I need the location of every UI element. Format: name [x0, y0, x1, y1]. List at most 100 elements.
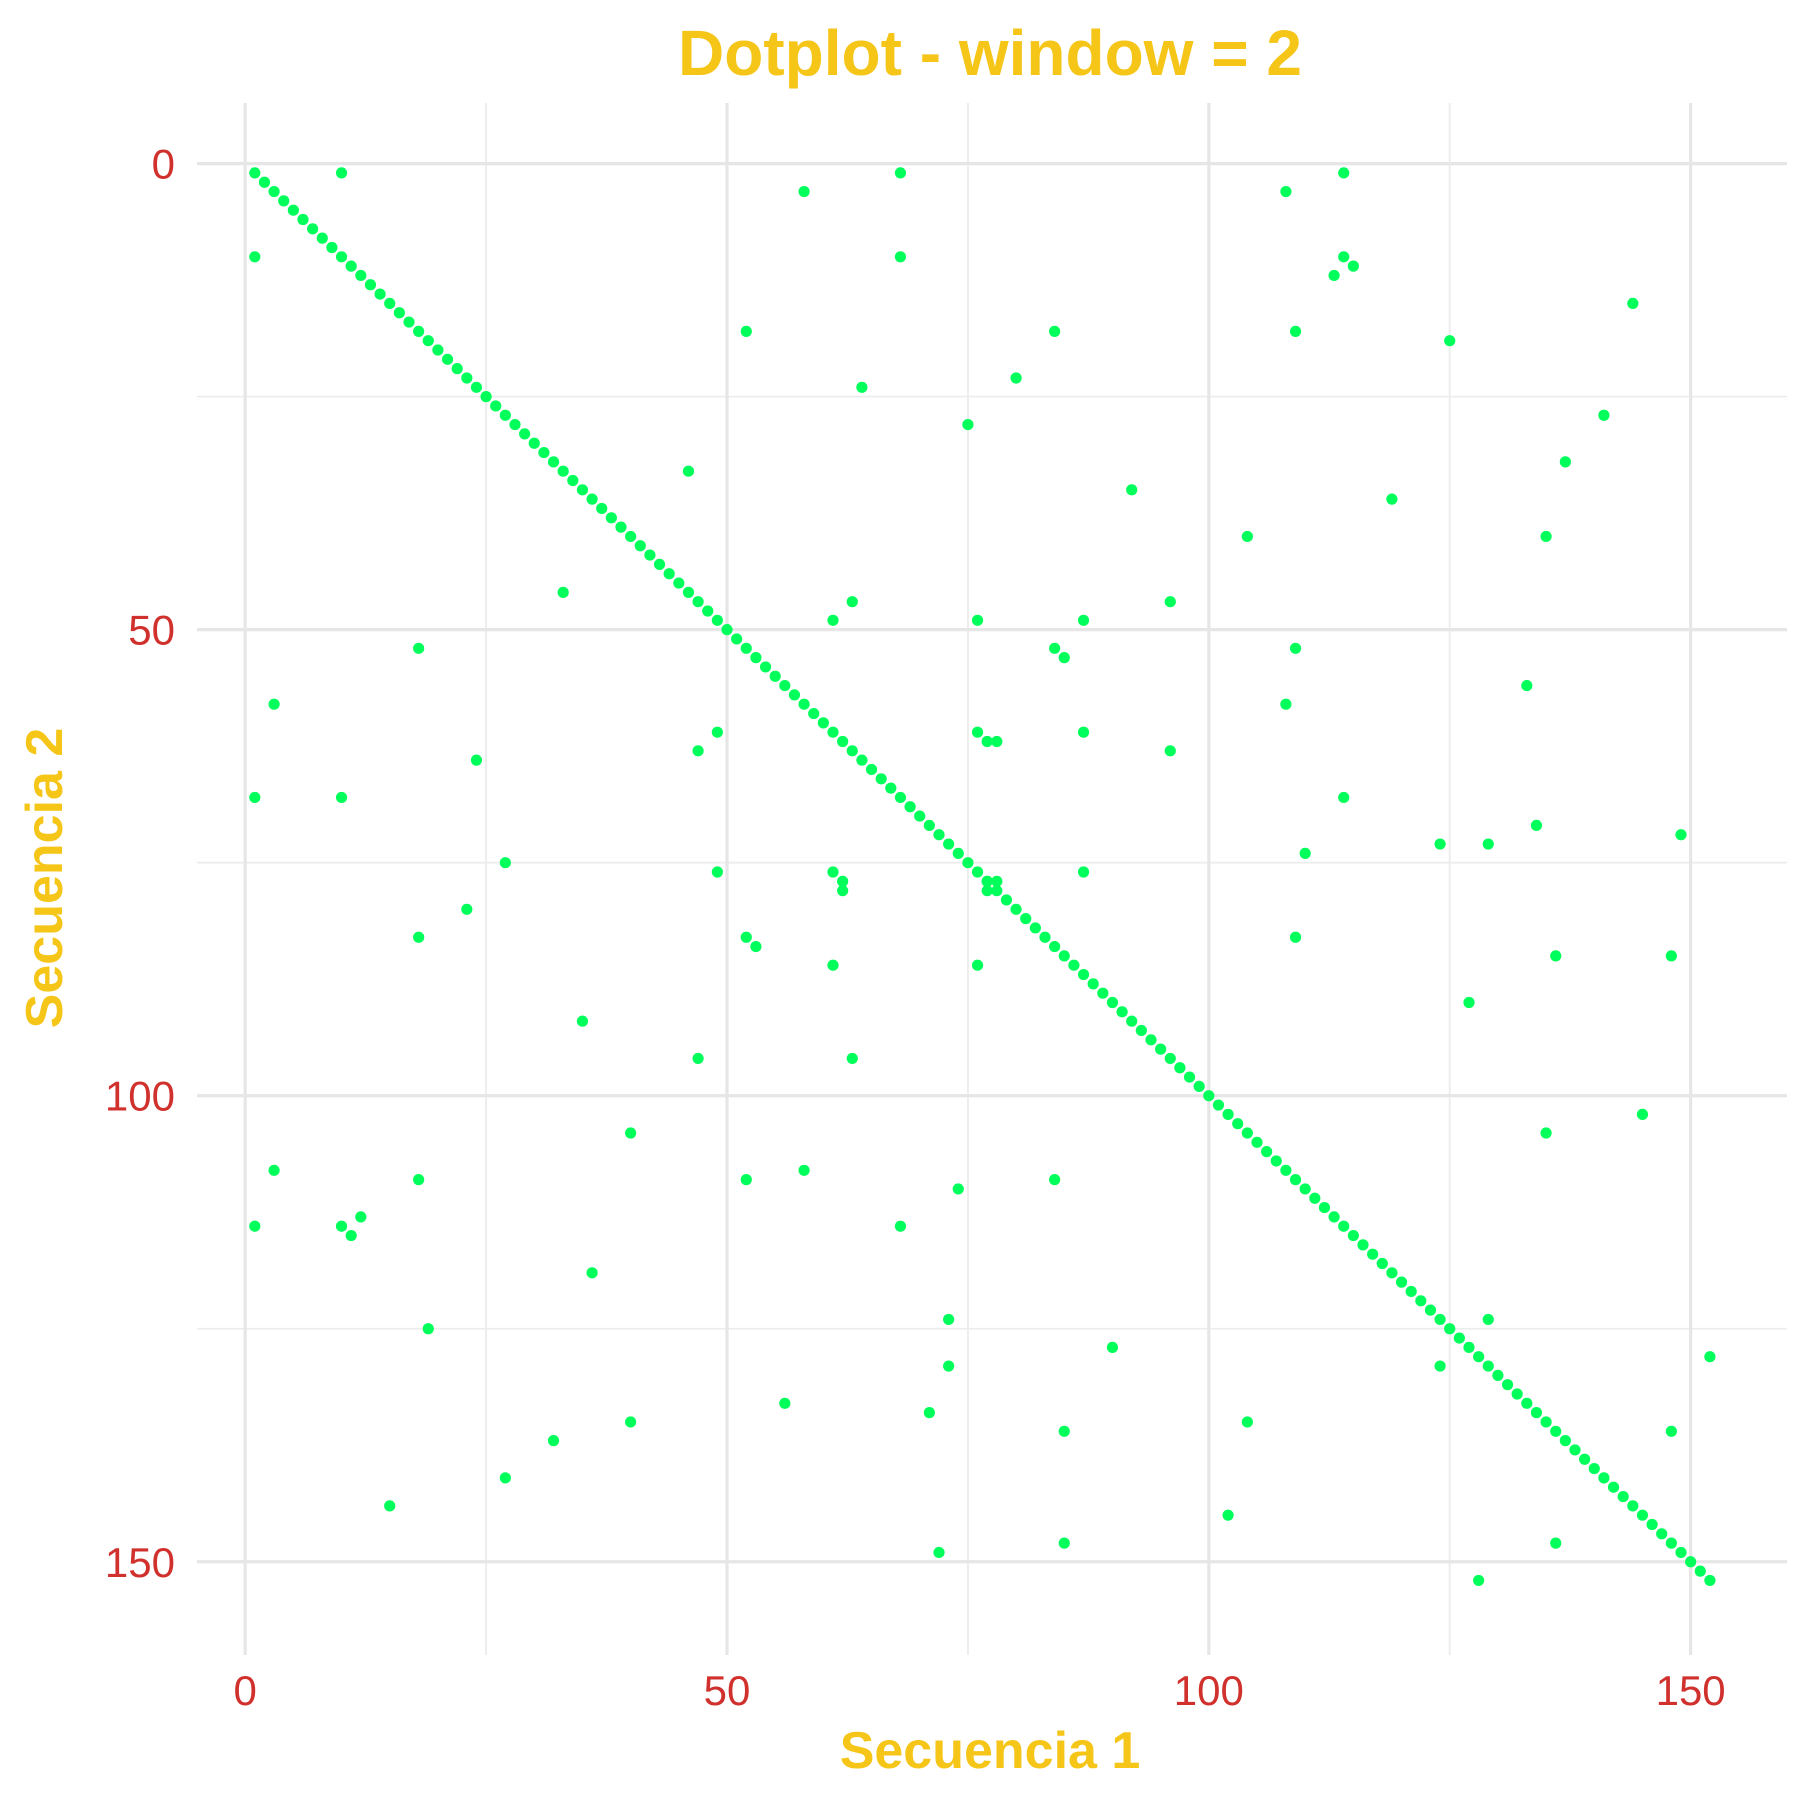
data-point: [1010, 372, 1022, 384]
data-point: [798, 185, 810, 198]
data-point: [1212, 1099, 1225, 1111]
data-point: [249, 791, 261, 804]
data-point: [1579, 1453, 1591, 1465]
data-point: [894, 1220, 907, 1232]
data-point: [1444, 335, 1456, 347]
data-point: [1251, 1136, 1263, 1148]
data-point: [1106, 1341, 1119, 1353]
data-point: [335, 167, 348, 179]
data-point: [875, 773, 887, 785]
data-point: [1049, 642, 1061, 654]
data-point: [750, 940, 762, 953]
data-point: [1106, 996, 1119, 1009]
data-point: [1550, 950, 1562, 962]
data-point: [1155, 1043, 1167, 1055]
data-point: [1598, 1472, 1610, 1484]
data-point: [808, 707, 820, 720]
data-point: [316, 232, 328, 244]
data-point: [605, 512, 617, 524]
data-point: [1000, 894, 1013, 906]
data-point: [374, 288, 386, 300]
data-point: [981, 735, 993, 748]
x-tick-label: 0: [234, 1667, 257, 1714]
data-point: [1598, 409, 1610, 421]
data-point: [991, 875, 1003, 887]
data-point: [364, 279, 377, 291]
data-point: [1174, 1062, 1186, 1074]
data-point: [1222, 1509, 1234, 1521]
data-point: [827, 614, 839, 626]
data-point: [1338, 1220, 1350, 1232]
data-point: [596, 502, 608, 515]
data-point: [1473, 1574, 1485, 1587]
data-point: [923, 819, 935, 832]
data-point: [1473, 1351, 1485, 1363]
data-point: [335, 1220, 348, 1232]
data-point: [1627, 1500, 1639, 1512]
data-point: [1386, 1267, 1398, 1279]
data-point: [1617, 1490, 1629, 1503]
data-point: [981, 875, 993, 887]
data-point: [1299, 1183, 1311, 1195]
data-point: [837, 885, 849, 897]
data-point: [1039, 931, 1051, 943]
data-point: [692, 596, 704, 608]
data-point: [249, 251, 261, 263]
data-point: [981, 885, 993, 897]
data-point: [1434, 838, 1446, 850]
data-point: [625, 1416, 637, 1428]
x-tick-label: 100: [1174, 1667, 1244, 1714]
data-point: [1135, 1024, 1147, 1037]
data-point: [413, 931, 425, 943]
data-point: [798, 698, 810, 710]
data-point: [258, 176, 271, 188]
data-point: [1540, 1416, 1552, 1428]
data-point: [547, 1435, 560, 1447]
data-point: [1338, 167, 1350, 179]
data-point: [943, 1313, 955, 1326]
data-point: [335, 251, 348, 263]
data-point: [846, 1052, 858, 1065]
tick-labels: 0 50 100 150 0 50 100 150: [105, 141, 1726, 1714]
data-point: [682, 586, 695, 598]
data-point: [914, 810, 926, 822]
data-point: [971, 726, 984, 738]
data-point: [952, 847, 964, 859]
data-point: [1280, 698, 1292, 710]
data-point: [971, 866, 984, 878]
data-points: [249, 167, 1716, 1587]
data-point: [923, 1407, 935, 1419]
data-point: [287, 204, 299, 216]
data-point: [1357, 1239, 1369, 1251]
data-point: [1367, 1248, 1379, 1260]
data-point: [1077, 726, 1090, 738]
data-point: [759, 661, 772, 673]
data-point: [1241, 530, 1253, 543]
data-point: [721, 624, 733, 636]
data-point: [1318, 1201, 1331, 1214]
x-tick-label: 150: [1656, 1667, 1726, 1714]
data-point: [1049, 325, 1061, 337]
data-point: [1338, 791, 1350, 804]
data-point: [740, 931, 752, 943]
data-point: [557, 465, 569, 477]
data-point: [268, 698, 280, 710]
data-point: [1058, 1537, 1070, 1549]
data-point: [1415, 1295, 1427, 1307]
data-point: [538, 446, 550, 459]
data-point: [1521, 1397, 1533, 1409]
data-point: [1511, 1388, 1523, 1400]
data-point: [470, 381, 483, 393]
data-point: [1540, 530, 1552, 543]
data-point: [1530, 819, 1543, 832]
data-point: [1077, 968, 1090, 981]
data-point: [268, 1164, 280, 1176]
data-point: [1203, 1090, 1215, 1102]
data-point: [1010, 903, 1022, 915]
data-point: [894, 167, 907, 179]
data-point: [740, 1174, 752, 1186]
data-point: [1675, 829, 1687, 841]
data-point: [933, 1546, 945, 1559]
data-point: [856, 754, 868, 766]
data-point: [702, 605, 714, 617]
